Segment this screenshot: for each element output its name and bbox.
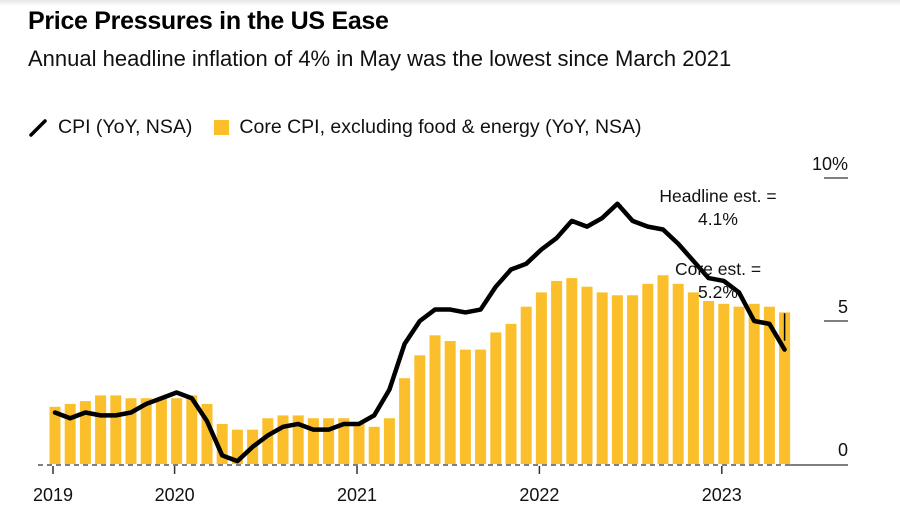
core-cpi-bar (399, 378, 411, 464)
legend-item-cpi: CPI (YoY, NSA) (28, 116, 192, 139)
y-tick-label: 10% (812, 154, 848, 174)
core-cpi-bar (216, 423, 228, 464)
core-cpi-bar (566, 278, 578, 464)
core-cpi-bar (444, 341, 456, 464)
core-cpi-bar (429, 335, 441, 464)
core-cpi-bar (383, 418, 395, 464)
core-cpi-bar (79, 401, 91, 464)
legend-label-core-cpi: Core CPI, excluding food & energy (YoY, … (239, 116, 642, 138)
core-cpi-bar (338, 418, 350, 464)
square-icon (214, 120, 230, 135)
legend: CPI (YoY, NSA) Core CPI, excluding food … (28, 116, 664, 139)
core-cpi-bar (475, 349, 487, 464)
core-cpi-bar (323, 418, 335, 464)
core-cpi-bar (505, 323, 517, 464)
x-tick-label: 2022 (519, 485, 559, 505)
core-cpi-bar (611, 295, 623, 464)
x-tick-label: 2020 (155, 485, 195, 505)
core-cpi-bar (733, 306, 745, 464)
core-cpi-bar (459, 349, 471, 464)
headline-estimate-label: Headline est. = (659, 186, 776, 206)
core-cpi-bar (596, 292, 608, 464)
core-cpi-bar (262, 418, 274, 464)
cpi-line-layer (52, 201, 787, 464)
core-estimate-label: Core est. = (675, 259, 761, 279)
legend-item-core-cpi: Core CPI, excluding food & energy (YoY, … (214, 116, 642, 139)
core-cpi-bar (64, 403, 76, 464)
core-cpi-bar (125, 398, 137, 464)
core-cpi-bar (535, 292, 547, 464)
core-cpi-bar (520, 306, 532, 464)
y-tick-label: 5 (838, 297, 848, 317)
chart-title: Price Pressures in the US Ease (28, 7, 389, 35)
core-cpi-bar (353, 423, 365, 464)
core-cpi-bar (186, 395, 198, 464)
top-shadow (0, 0, 900, 6)
annotations: Headline est. = 4.1% Core est. = 5.2% (659, 186, 786, 341)
y-axis: 10% 5 0 (812, 154, 848, 460)
x-tick-label: 2019 (33, 485, 73, 505)
core-cpi-bar (155, 398, 167, 464)
core-cpi-bar (307, 418, 319, 464)
core-cpi-bar (414, 355, 426, 464)
core-cpi-bar (368, 426, 380, 464)
core-cpi-bar (718, 303, 730, 464)
core-cpi-bar (672, 283, 684, 464)
core-cpi-bar (140, 398, 152, 464)
core-cpi-bar (763, 306, 775, 464)
x-axis: 2019 2020 2021 2022 2023 (33, 464, 848, 505)
cpi-line (52, 201, 787, 464)
y-tick-label: 0 (838, 440, 848, 460)
legend-label-cpi: CPI (YoY, NSA) (58, 116, 193, 138)
core-cpi-bar (49, 406, 61, 464)
core-cpi-bar (687, 292, 699, 464)
core-cpi-bar (201, 403, 213, 464)
line-icon (29, 118, 47, 137)
core-cpi-bars (49, 275, 791, 464)
core-cpi-bar (581, 286, 593, 464)
core-cpi-bar (779, 312, 791, 464)
core-cpi-bar (277, 415, 289, 464)
core-cpi-bar (703, 300, 715, 464)
core-cpi-bar (490, 332, 502, 464)
core-cpi-bar (171, 398, 183, 464)
x-tick-label: 2021 (337, 485, 377, 505)
core-cpi-bar (551, 280, 563, 464)
x-tick-label: 2023 (702, 485, 742, 505)
core-estimate-value: 5.2% (698, 282, 738, 302)
core-cpi-bar (95, 395, 107, 464)
core-cpi-bar (627, 295, 639, 464)
core-cpi-bar (657, 275, 669, 464)
core-cpi-bar (748, 303, 760, 464)
core-cpi-bar (642, 283, 654, 464)
core-cpi-bar (110, 395, 122, 464)
headline-estimate-value: 4.1% (698, 209, 738, 229)
core-cpi-bar (231, 429, 243, 464)
chart-subtitle: Annual headline inflation of 4% in May w… (28, 46, 732, 71)
core-cpi-bar (292, 415, 304, 464)
